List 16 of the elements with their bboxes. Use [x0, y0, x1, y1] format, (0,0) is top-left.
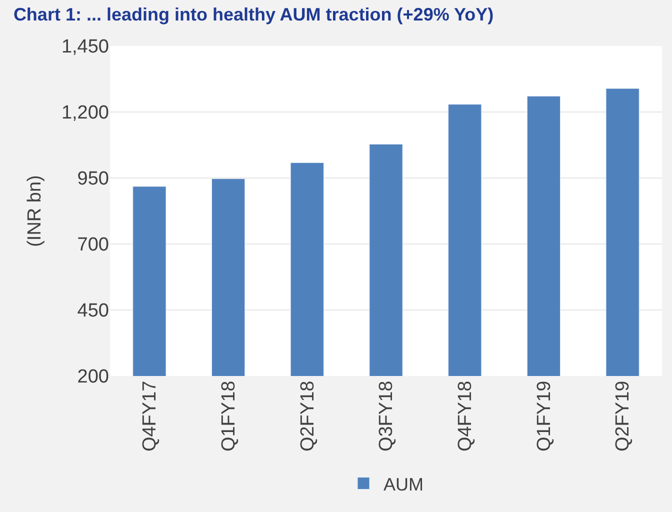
- y-tick-label: 1,450: [61, 36, 109, 58]
- legend-label: AUM: [384, 474, 424, 494]
- y-axis-title: (INR bn): [24, 175, 46, 247]
- x-tick-label: Q2FY19: [612, 380, 634, 452]
- x-tick-label: Q1FY18: [218, 380, 240, 452]
- y-tick-label: 700: [77, 234, 109, 256]
- y-tick-label: 200: [77, 366, 109, 388]
- y-tick-label: 450: [77, 300, 109, 322]
- y-tick-label: 950: [77, 168, 109, 190]
- x-tick-label: Q4FY18: [455, 380, 476, 452]
- x-tick-label: Q1FY19: [534, 380, 555, 452]
- x-tick-label: Q3FY18: [376, 380, 398, 452]
- x-tick-label: Q2FY18: [297, 380, 318, 452]
- chart-title: Chart 1: ... leading into healthy AUM traction (+29% YoY): [13, 4, 494, 24]
- x-tick-label: Q4FY17: [140, 380, 161, 452]
- y-tick-label: 1,200: [61, 102, 109, 124]
